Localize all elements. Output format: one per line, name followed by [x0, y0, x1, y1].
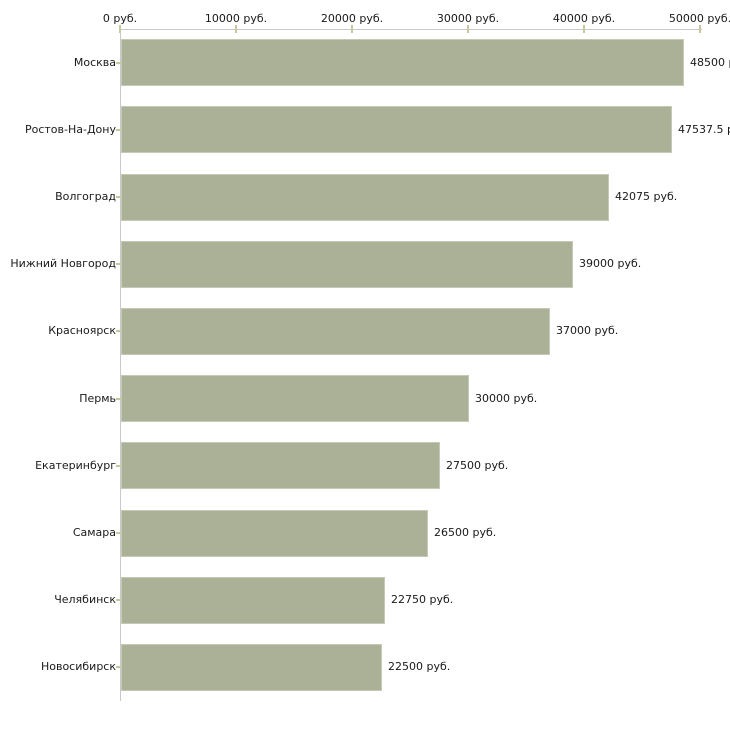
- value-label: 27500 руб.: [446, 458, 509, 472]
- x-axis-tick-label: 30000 руб.: [436, 12, 500, 25]
- bar: [121, 308, 550, 355]
- x-axis-tick-label: 0 руб.: [102, 12, 138, 25]
- value-label: 22500 руб.: [388, 660, 451, 674]
- bar: [121, 442, 440, 489]
- bar: [121, 106, 672, 153]
- value-label: 48500 руб.: [690, 55, 730, 69]
- value-label: 22750 руб.: [391, 593, 454, 607]
- value-label: 39000 руб.: [579, 257, 642, 271]
- category-tick-mark: [116, 397, 121, 400]
- value-label: 47537.5 руб.: [678, 122, 730, 136]
- category-tick-mark: [116, 532, 121, 534]
- x-axis-tick-mark: [351, 25, 353, 33]
- category-label: Ростов-На-Дону: [24, 122, 116, 136]
- bar: [121, 241, 573, 288]
- bar: [121, 510, 428, 557]
- category-tick-mark: [116, 666, 121, 669]
- value-label: 26500 руб.: [434, 526, 497, 539]
- category-tick-mark: [116, 196, 121, 198]
- category-tick-mark: [116, 599, 121, 602]
- value-label: 30000 руб.: [475, 391, 538, 405]
- x-axis-tick-mark: [467, 25, 469, 33]
- category-label: Волгоград: [55, 190, 116, 203]
- bar: [121, 644, 382, 691]
- category-tick-mark: [116, 263, 121, 266]
- x-axis-tick-label: 50000 руб.: [668, 12, 730, 25]
- category-label: Екатеринбург: [35, 458, 116, 472]
- category-tick-mark: [116, 330, 121, 333]
- category-label: Челябинск: [54, 593, 116, 607]
- x-axis-tick-mark: [583, 25, 585, 33]
- value-label: 37000 руб.: [556, 324, 619, 338]
- category-label: Красноярск: [48, 324, 116, 338]
- category-label: Новосибирск: [40, 660, 116, 674]
- category-tick-mark: [116, 464, 121, 467]
- x-axis-line: [120, 29, 702, 30]
- x-axis-tick-label: 40000 руб.: [552, 12, 616, 25]
- category-tick-mark: [116, 128, 121, 131]
- x-axis-tick-mark: [119, 25, 121, 33]
- x-axis-tick-mark: [699, 25, 701, 33]
- bar: [121, 39, 684, 86]
- bar: [121, 577, 385, 624]
- x-axis-tick-mark: [235, 25, 237, 33]
- x-axis-tick-label: 20000 руб.: [320, 12, 384, 25]
- category-label: Самара: [72, 526, 116, 539]
- x-axis-tick-label: 10000 руб.: [204, 12, 268, 25]
- bar: [121, 174, 609, 221]
- category-label: Москва: [73, 55, 116, 69]
- y-axis-line: [120, 29, 121, 701]
- value-label: 42075 руб.: [615, 190, 678, 203]
- bar: [121, 375, 469, 422]
- category-label: Нижний Новгород: [10, 257, 116, 271]
- category-label: Пермь: [79, 391, 116, 405]
- category-tick-mark: [116, 61, 121, 64]
